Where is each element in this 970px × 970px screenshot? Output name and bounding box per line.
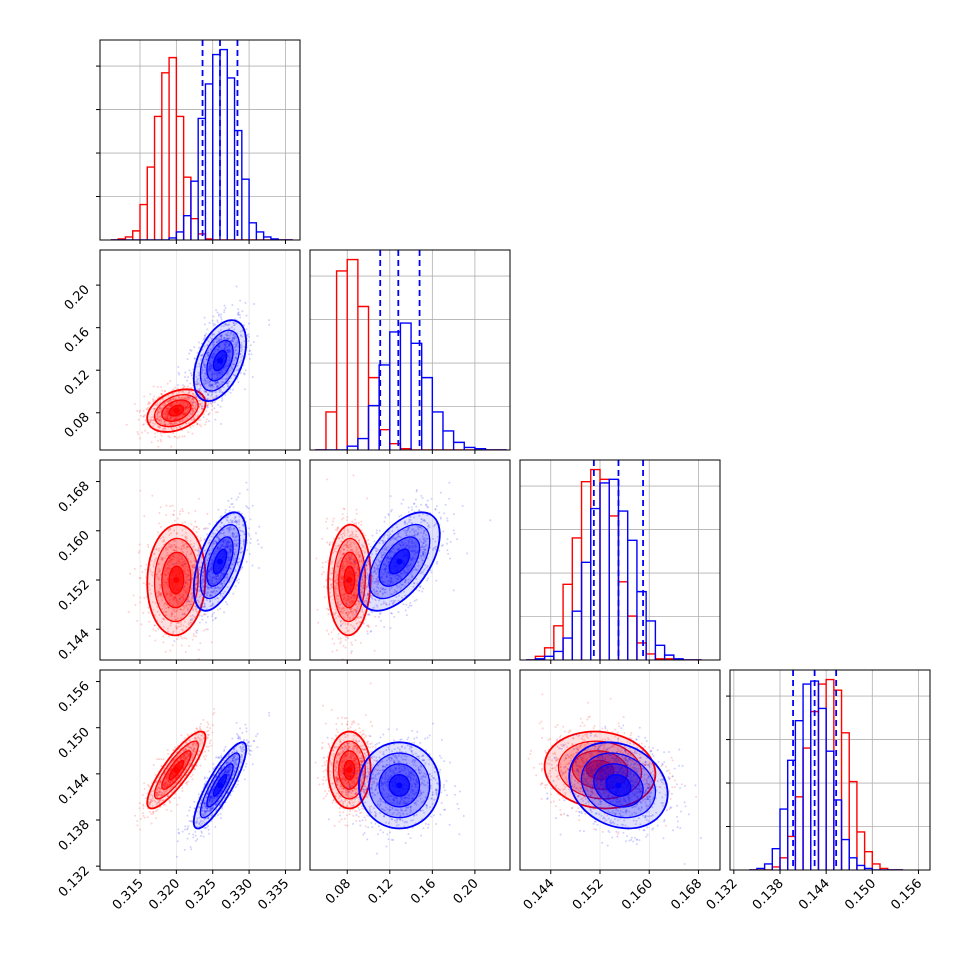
x-tick-label: 0.20 [451,876,482,907]
panel-frame [309,249,511,451]
contours-series-0 [146,730,207,810]
histogram-series_b [110,48,293,240]
panel-frame [99,669,301,871]
histogram-series_b [749,680,904,870]
panel-2-0 [96,459,301,664]
panel-2-2 [519,459,721,664]
panel-frame [99,459,301,661]
density-peak [173,767,180,773]
grid-lines [100,40,300,240]
grid-lines [139,460,286,660]
histogram-series_b [526,478,702,660]
density-peak [217,558,223,565]
histogram-series_b [315,322,507,450]
histogram-series_a [526,468,702,660]
panel-3-0 [96,669,301,874]
y-tick-label: 0.132 [56,863,93,900]
contours-series-0 [327,523,372,637]
panel-frame [309,669,511,871]
panel-0-0 [96,39,301,244]
contours-series-0 [146,388,207,433]
panel-frame [519,459,721,661]
y-tick-label: 0.144 [56,771,93,808]
contours-series-1 [192,511,248,612]
panel-frame [519,669,721,871]
panel-1-0 [96,249,301,454]
x-tick-label: 0.132 [704,876,741,913]
y-tick-label: 0.168 [56,479,93,516]
contours-series-1 [192,741,248,830]
y-tick-label: 0.138 [56,817,93,854]
x-tick-label: 0.08 [323,876,354,907]
x-tick-label: 0.315 [110,876,147,913]
x-tick-label: 0.150 [842,876,879,913]
y-tick-label: 0.16 [62,325,93,356]
panel-2-1 [309,459,511,664]
density-peak [173,577,180,583]
y-tick-label: 0.144 [56,626,93,663]
x-tick-label: 0.335 [255,876,292,913]
contours-series-1 [192,319,248,402]
density-peak [396,782,403,789]
x-tick-label: 0.138 [750,876,787,913]
density-peak [396,558,403,565]
x-tick-label: 0.325 [183,876,220,913]
contours-series-1 [358,741,441,830]
x-tick-label: 0.156 [888,876,925,913]
density-peak [173,407,180,414]
x-tick-label: 0.16 [408,876,439,907]
density-peak [615,782,622,789]
x-tick-label: 0.320 [146,876,183,913]
panel-frame [99,249,301,451]
panel-frame [729,669,931,871]
grid-lines [520,460,720,660]
panel-3-2 [519,669,721,874]
y-tick-label: 0.150 [56,725,93,762]
contours-series-0 [146,523,207,637]
x-tick-label: 0.168 [668,876,705,913]
grid-lines [346,460,476,660]
histogram-series_a [110,56,293,240]
contours-series-0 [327,730,372,810]
x-tick-label: 0.330 [219,876,256,913]
density-peak [346,767,353,773]
density-peak [597,767,603,773]
density-peak [217,782,223,789]
y-tick-label: 0.12 [62,367,93,398]
panel-1-1 [309,249,511,454]
y-tick-label: 0.20 [62,282,93,313]
y-tick-label: 0.160 [56,528,93,565]
x-tick-label: 0.144 [521,876,558,913]
panel-frame [99,39,301,241]
contours-series-1 [568,741,669,830]
density-peak [217,357,223,364]
panel-3-1 [309,669,511,874]
contours-series-1 [358,511,441,612]
y-tick-label: 0.152 [56,577,93,614]
x-tick-label: 0.144 [796,876,833,913]
grid-lines [310,250,510,450]
panel-frame [309,459,511,661]
grid-lines [730,670,930,870]
y-tick-label: 0.156 [56,679,93,716]
panel-3-3 [726,669,931,874]
density-peak [346,577,353,583]
x-tick-label: 0.152 [570,876,607,913]
x-tick-label: 0.12 [366,876,397,907]
x-tick-label: 0.160 [619,876,656,913]
y-tick-label: 0.08 [62,410,93,441]
